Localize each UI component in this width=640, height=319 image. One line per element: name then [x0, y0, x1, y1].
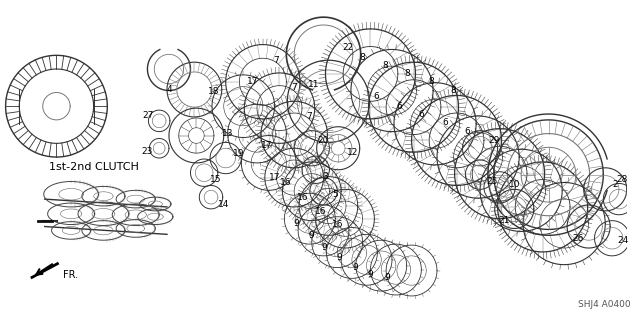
- Text: 9: 9: [322, 242, 328, 252]
- Text: 19: 19: [233, 149, 244, 158]
- Text: 9: 9: [352, 263, 358, 272]
- Text: 1st-2nd CLUTCH: 1st-2nd CLUTCH: [49, 162, 139, 172]
- Text: 16: 16: [315, 207, 326, 216]
- Text: 17: 17: [261, 141, 273, 150]
- Text: 3: 3: [323, 172, 328, 181]
- Text: 9: 9: [367, 270, 373, 279]
- Text: 6: 6: [374, 92, 380, 101]
- Text: 16: 16: [297, 193, 308, 202]
- Text: 28: 28: [616, 175, 628, 184]
- Text: 21: 21: [499, 216, 510, 225]
- Text: 9: 9: [336, 253, 342, 262]
- Text: 24: 24: [617, 236, 628, 245]
- Text: 17: 17: [269, 173, 280, 182]
- Text: 12: 12: [347, 148, 358, 157]
- Text: 17: 17: [247, 77, 259, 86]
- Text: 16: 16: [280, 178, 291, 187]
- Text: 13: 13: [222, 129, 234, 138]
- Text: 25: 25: [486, 177, 497, 186]
- Text: 23: 23: [141, 147, 153, 156]
- Text: 10: 10: [509, 180, 520, 189]
- Text: 9: 9: [293, 219, 299, 228]
- Text: 14: 14: [218, 199, 229, 209]
- Text: 22: 22: [342, 43, 354, 52]
- Text: 4: 4: [166, 85, 172, 94]
- Text: 16: 16: [332, 220, 344, 229]
- Text: 9: 9: [384, 273, 390, 282]
- Text: 7: 7: [274, 56, 280, 65]
- Text: 26: 26: [572, 234, 584, 243]
- Text: 8: 8: [360, 53, 365, 62]
- Text: 18: 18: [208, 87, 220, 96]
- Text: 7: 7: [306, 112, 312, 122]
- Text: 11: 11: [308, 80, 319, 89]
- Text: 29: 29: [488, 136, 499, 145]
- Text: 8: 8: [428, 77, 434, 86]
- Text: 5: 5: [332, 190, 338, 199]
- Text: 6: 6: [396, 102, 402, 111]
- Text: SHJ4 A0400: SHJ4 A0400: [578, 300, 630, 309]
- Text: 8: 8: [451, 86, 456, 95]
- Text: 8: 8: [404, 70, 410, 78]
- Text: 15: 15: [210, 175, 221, 184]
- Text: 9: 9: [308, 231, 314, 240]
- Text: 27: 27: [143, 111, 154, 121]
- Text: 2: 2: [612, 180, 618, 189]
- Text: 7: 7: [291, 83, 297, 92]
- Text: 6: 6: [465, 127, 470, 136]
- Text: FR.: FR.: [63, 271, 79, 280]
- Text: 6: 6: [442, 118, 448, 127]
- Text: 20: 20: [318, 136, 329, 145]
- Text: 8: 8: [382, 61, 388, 70]
- Text: 6: 6: [419, 110, 424, 120]
